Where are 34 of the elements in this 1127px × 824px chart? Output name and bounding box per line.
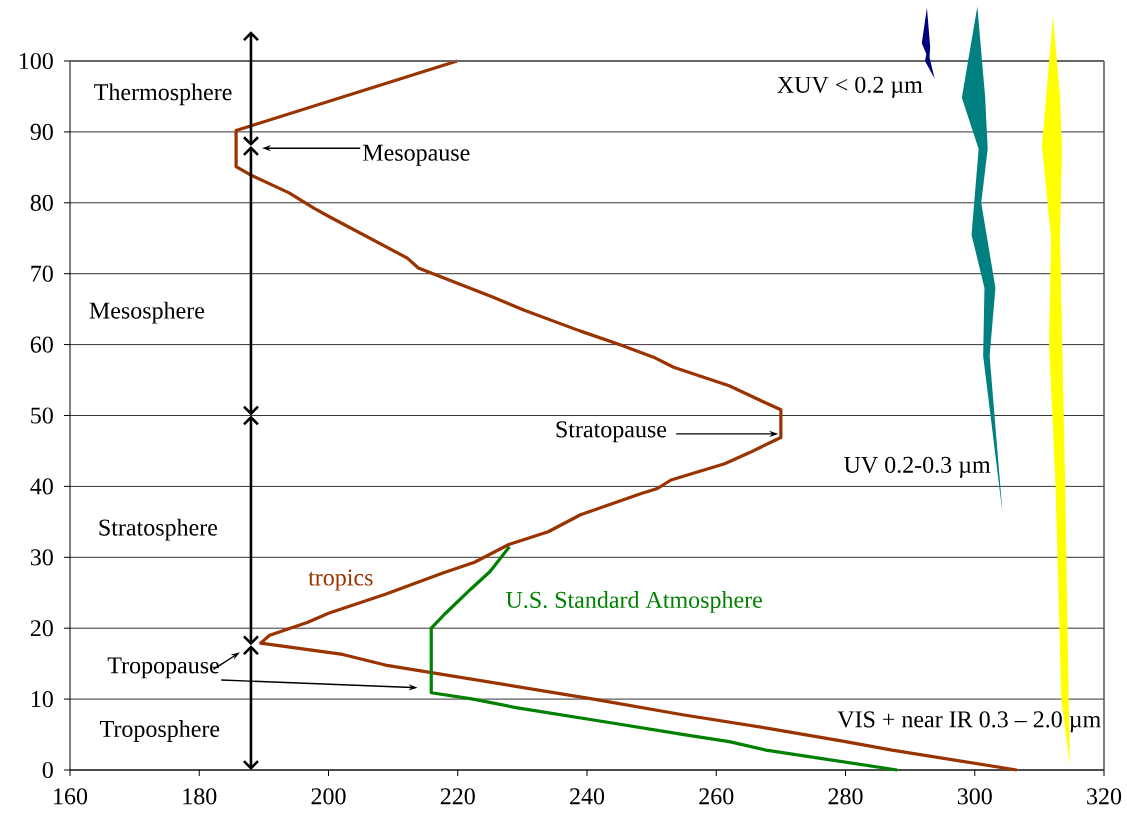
line-series [234,59,1019,772]
annotation: Stratosphere [99,518,218,541]
y-tick-label: 90 [30,123,53,140]
y-tick-label: 70 [31,265,53,282]
x-tick-label: 300 [957,788,992,805]
annotation: Thermosphere [94,83,232,106]
x-tick-label: 180 [183,788,217,805]
annotation: VIS + near IR 0.3 – 2.0 µm [837,711,1101,733]
annotation: UV 0.2-0.3 µm [844,456,991,478]
x-tick-label: 240 [570,788,605,805]
x-tick-label: 280 [828,788,863,805]
annotation: XUV < 0.2 µm [777,76,923,98]
annotation: Mesosphere [89,301,205,324]
annotation: Stratopause [556,421,667,443]
line-series [429,545,899,772]
x-tick-label: 160 [54,788,88,805]
y-tick-label: 10 [31,690,53,708]
x-tick-label: 200 [311,788,346,805]
y-tick-label: 100 [19,52,53,70]
annotation: Mesopause [362,144,470,166]
y-tick-label: 60 [30,336,53,353]
annotation: Troposphere [100,720,220,742]
series-label: tropics [308,569,373,591]
y-tick-label: 20 [30,620,53,637]
x-tick-label: 220 [440,788,475,805]
y-tick-label: 0 [42,761,53,779]
y-tick-label: 30 [30,549,53,566]
y-tick-label: 80 [30,194,53,211]
x-tick-label: 320 [1087,788,1122,805]
annotation: Tropopause [107,657,219,679]
y-tick-label: 40 [30,478,53,495]
x-tick-label: 260 [699,788,734,805]
series-label: U.S. Standard Atmosphere [506,591,762,613]
y-tick-label: 50 [31,407,53,424]
